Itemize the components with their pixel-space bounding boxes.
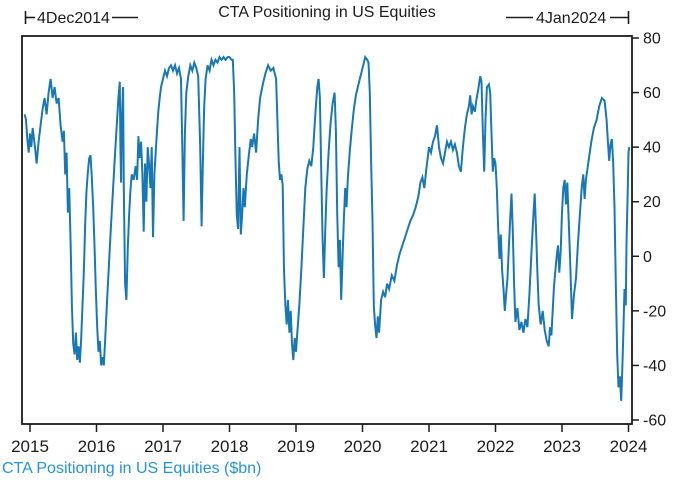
x-tick-label: 2024 xyxy=(610,437,648,456)
x-tick-label: 2017 xyxy=(144,437,182,456)
y-tick-label: -40 xyxy=(643,358,666,375)
end-date-label: 4Jan2024 xyxy=(536,10,606,27)
y-tick-label: -20 xyxy=(643,303,666,320)
y-tick-label: 0 xyxy=(643,249,652,266)
x-tick-label: 2016 xyxy=(78,437,116,456)
y-tick-label: 80 xyxy=(643,31,661,48)
y-tick-label: 60 xyxy=(643,85,661,102)
x-tick-label: 2023 xyxy=(543,437,581,456)
x-tick-label: 2021 xyxy=(410,437,448,456)
x-tick-label: 2022 xyxy=(477,437,515,456)
y-tick-label: -60 xyxy=(643,413,666,430)
y-tick-label: 20 xyxy=(643,194,661,211)
start-date-label: 4Dec2014 xyxy=(37,10,110,27)
x-tick-label: 2019 xyxy=(277,437,315,456)
y-tick-label: 40 xyxy=(643,140,661,157)
chart-caption: CTA Positioning in US Equities ($bn) xyxy=(2,460,261,477)
x-tick-label: 2020 xyxy=(344,437,382,456)
x-axis-bottom: 2015 2016 2017 2018 2019 2020 2021 2022 2023 2024 xyxy=(11,424,647,456)
cta-series-line xyxy=(23,54,631,401)
start-date-annotation xyxy=(24,11,138,24)
y-axis-right: 80 60 40 20 0 -20 -40 -60 xyxy=(632,31,666,430)
plot-border xyxy=(21,35,633,425)
chart-title: CTA Positioning in US Equities xyxy=(218,4,436,21)
x-tick-label: 2018 xyxy=(211,437,249,456)
end-date-annotation xyxy=(506,11,630,24)
x-tick-label: 2015 xyxy=(11,437,49,456)
